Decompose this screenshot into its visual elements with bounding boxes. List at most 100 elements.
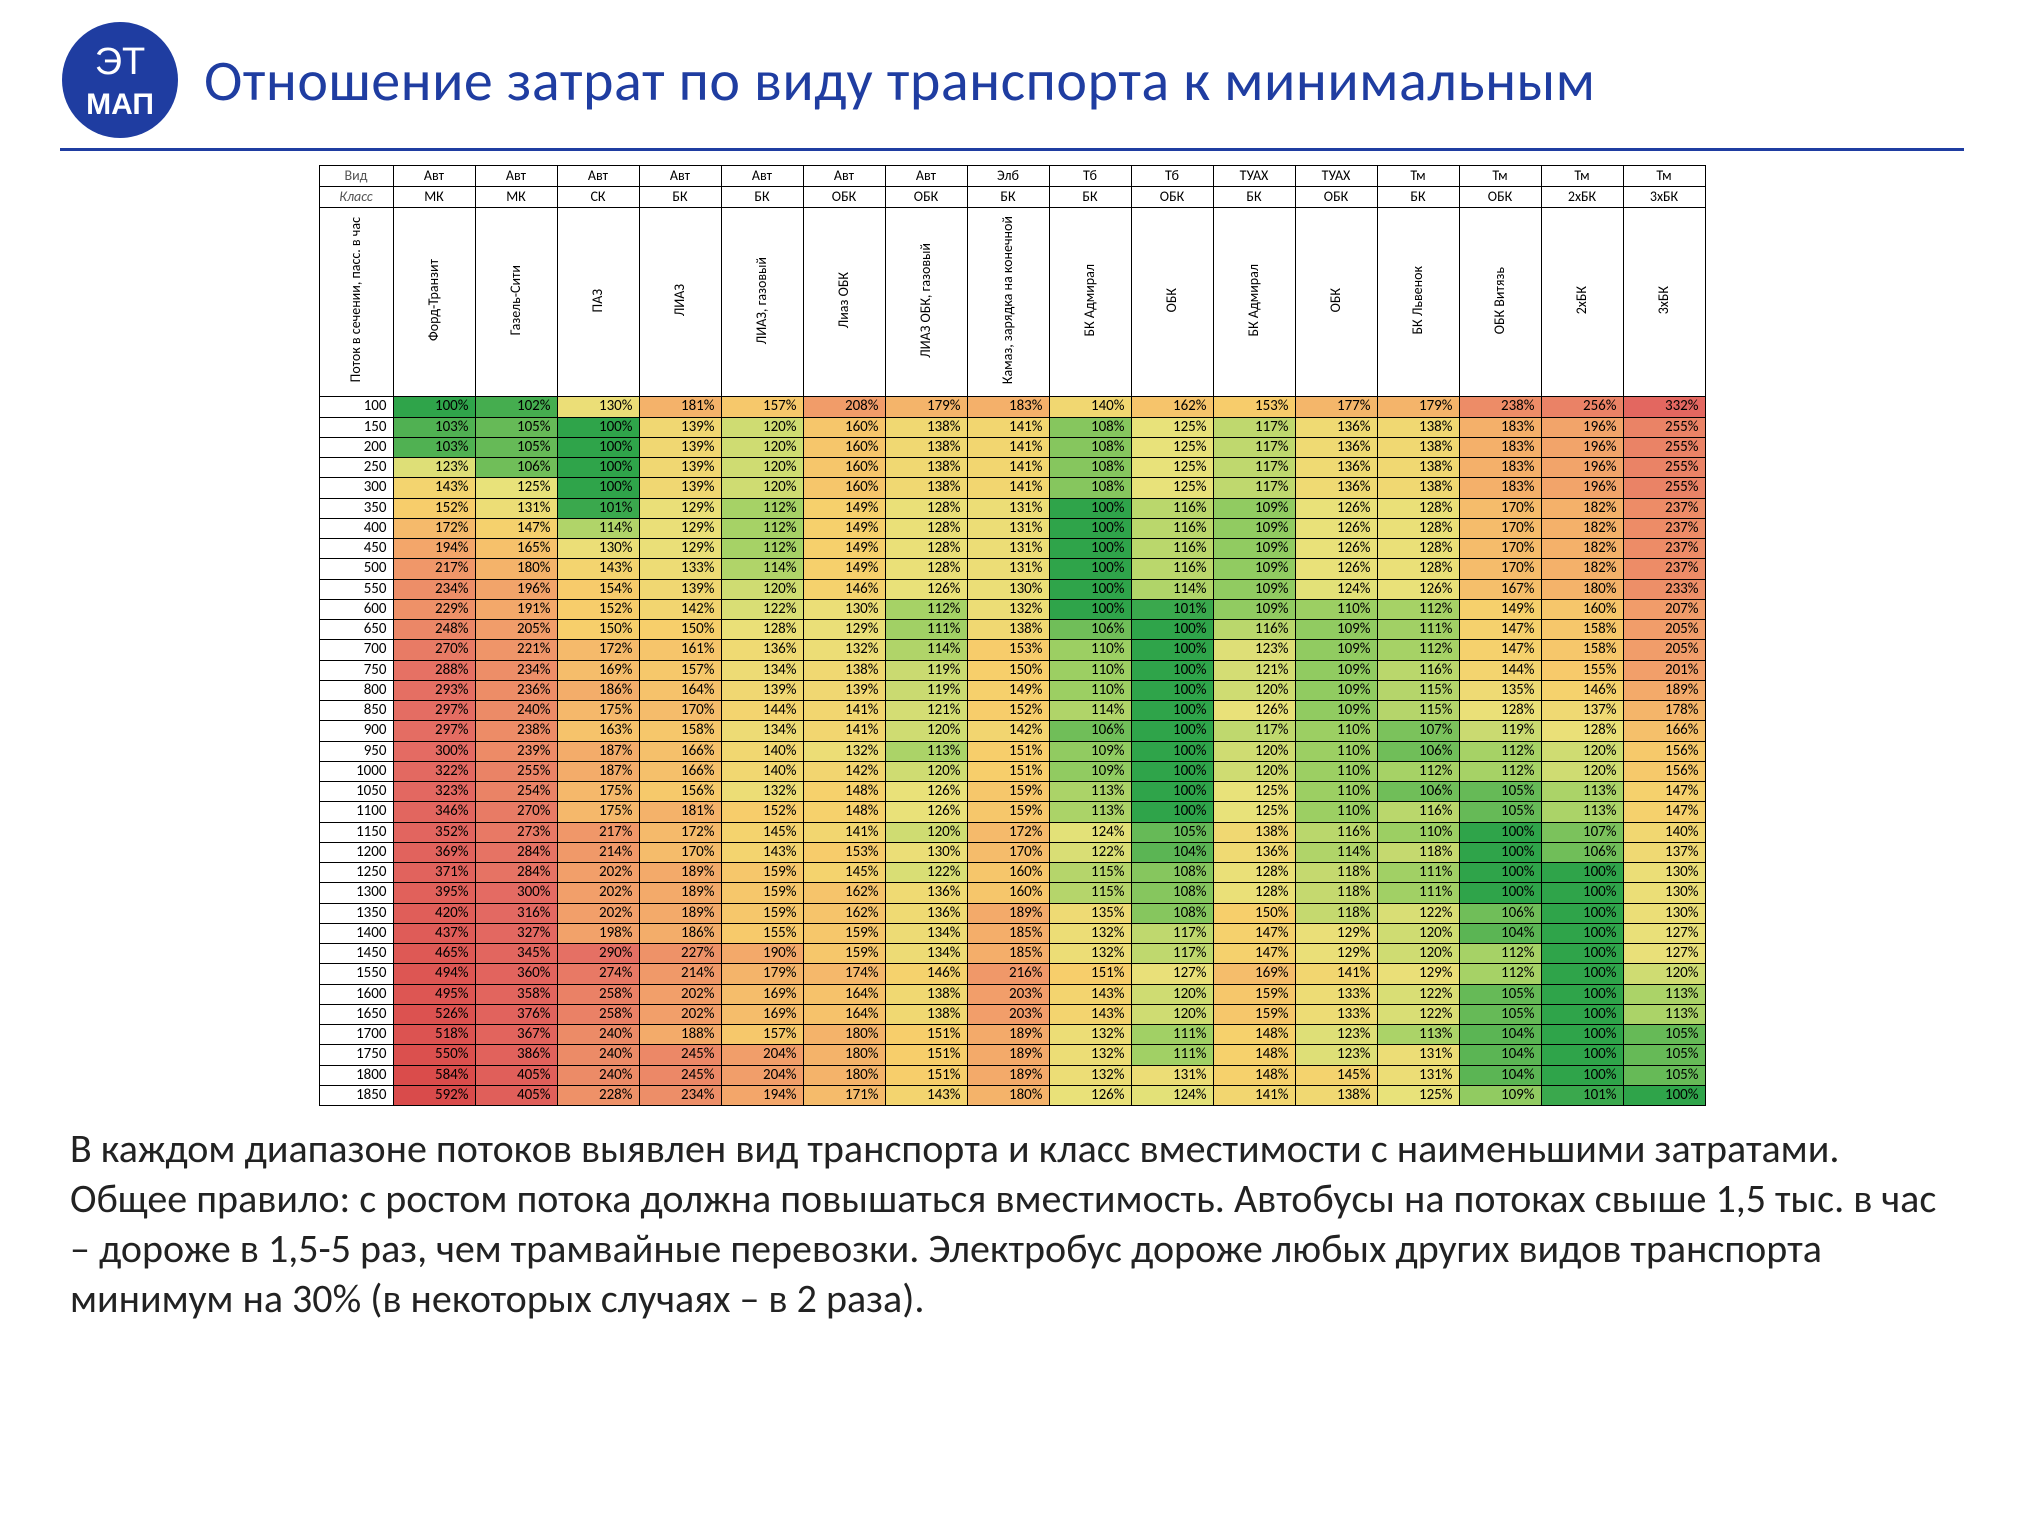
heat-cell: 177% [1295,397,1377,417]
heat-cell: 322% [393,761,475,781]
heat-cell: 148% [803,782,885,802]
col-name: ЛИАЗ, газовый [721,208,803,397]
col-name: БК Адмирал [1049,208,1131,397]
heat-cell: 255% [1623,437,1705,457]
heat-cell: 109% [1213,579,1295,599]
heat-cell: 127% [1131,964,1213,984]
heat-cell: 128% [1377,559,1459,579]
heat-cell: 141% [967,417,1049,437]
heat-cell: 114% [557,518,639,538]
heat-cell: 116% [1131,559,1213,579]
heat-cell: 114% [1049,701,1131,721]
heat-cell: 138% [1213,822,1295,842]
heat-cell: 144% [721,701,803,721]
heat-cell: 122% [1377,1004,1459,1024]
heat-cell: 113% [885,741,967,761]
heat-cell: 111% [1377,863,1459,883]
heat-cell: 240% [557,1065,639,1085]
col-class: ОБК [1295,187,1377,208]
heat-cell: 159% [1213,1004,1295,1024]
heat-cell: 129% [1295,923,1377,943]
heat-cell: 116% [1131,498,1213,518]
heat-cell: 128% [1541,721,1623,741]
heat-cell: 123% [1213,640,1295,660]
heat-cell: 120% [1131,1004,1213,1024]
heat-cell: 165% [475,539,557,559]
heat-cell: 109% [1295,660,1377,680]
heat-cell: 185% [967,923,1049,943]
heat-cell: 105% [1459,802,1541,822]
heat-cell: 128% [1377,539,1459,559]
heat-cell: 162% [803,883,885,903]
heat-cell: 143% [885,1085,967,1105]
heat-cell: 138% [803,660,885,680]
flow-cell: 300 [319,478,393,498]
col-class: БК [639,187,721,208]
heatmap-table-wrap: ВидАвтАвтАвтАвтАвтАвтАвтЭлбТбТбТУАХТУАХТ… [60,165,1964,1106]
heat-cell: 109% [1295,680,1377,700]
heat-cell: 120% [1213,741,1295,761]
heat-cell: 146% [885,964,967,984]
heat-cell: 358% [475,984,557,1004]
heat-cell: 151% [885,1025,967,1045]
heat-cell: 134% [721,721,803,741]
heat-cell: 139% [639,478,721,498]
heat-cell: 156% [1623,761,1705,781]
heat-cell: 128% [1213,863,1295,883]
col-type: Тб [1049,166,1131,187]
flow-cell: 800 [319,680,393,700]
heat-cell: 157% [639,660,721,680]
flow-cell: 1100 [319,802,393,822]
col-class: БК [967,187,1049,208]
table-row: 500217%180%143%133%114%149%128%131%100%1… [319,559,1705,579]
heat-cell: 141% [967,458,1049,478]
heat-cell: 162% [1131,397,1213,417]
heat-cell: 240% [475,701,557,721]
heat-cell: 119% [1459,721,1541,741]
heat-cell: 183% [967,397,1049,417]
heat-cell: 115% [1049,883,1131,903]
heat-cell: 228% [557,1085,639,1105]
heat-cell: 109% [1295,701,1377,721]
heat-cell: 152% [967,701,1049,721]
heat-cell: 164% [639,680,721,700]
heat-cell: 185% [967,944,1049,964]
heat-cell: 142% [967,721,1049,741]
heat-cell: 138% [885,417,967,437]
heat-cell: 118% [1377,842,1459,862]
corner-vid: Вид [319,166,393,187]
heat-cell: 237% [1623,518,1705,538]
heat-cell: 169% [1213,964,1295,984]
heat-cell: 151% [1049,964,1131,984]
heat-cell: 248% [393,620,475,640]
heat-cell: 109% [1049,761,1131,781]
heat-cell: 150% [639,620,721,640]
heat-cell: 114% [721,559,803,579]
heat-cell: 179% [721,964,803,984]
heat-cell: 240% [557,1045,639,1065]
heat-cell: 113% [1377,1025,1459,1045]
heat-cell: 233% [1623,579,1705,599]
heat-cell: 150% [967,660,1049,680]
heat-cell: 395% [393,883,475,903]
table-row: 1450465%345%290%227%190%159%134%185%132%… [319,944,1705,964]
heat-cell: 108% [1131,903,1213,923]
heat-cell: 217% [393,559,475,579]
heat-cell: 120% [1541,741,1623,761]
heat-cell: 109% [1213,518,1295,538]
flow-cell: 500 [319,559,393,579]
heat-cell: 237% [1623,539,1705,559]
heat-cell: 181% [639,397,721,417]
heat-cell: 112% [1459,944,1541,964]
heat-cell: 157% [721,397,803,417]
heat-cell: 145% [721,822,803,842]
heat-cell: 191% [475,599,557,619]
table-row: 250123%106%100%139%120%160%138%141%108%1… [319,458,1705,478]
heat-cell: 116% [1213,620,1295,640]
heat-cell: 110% [1295,599,1377,619]
heat-cell: 136% [885,883,967,903]
heat-cell: 131% [967,539,1049,559]
heat-cell: 100% [1459,842,1541,862]
heat-cell: 132% [1049,1025,1131,1045]
heat-cell: 316% [475,903,557,923]
